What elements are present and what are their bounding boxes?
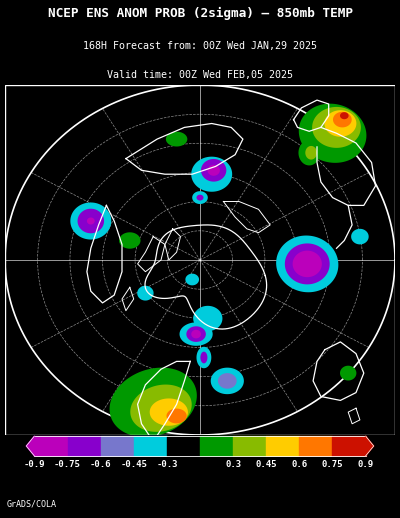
Bar (34, 436, 68, 456)
Text: -0.45: -0.45 (120, 461, 147, 469)
Polygon shape (192, 191, 208, 204)
Polygon shape (285, 243, 330, 284)
Text: 168H Forecast from: 00Z Wed JAN,29 2025: 168H Forecast from: 00Z Wed JAN,29 2025 (83, 41, 317, 51)
Polygon shape (366, 436, 374, 456)
Bar (101, 436, 134, 456)
Polygon shape (299, 104, 366, 163)
Polygon shape (211, 368, 244, 394)
Text: 0.9: 0.9 (358, 461, 374, 469)
Polygon shape (218, 373, 237, 388)
Polygon shape (110, 368, 197, 437)
Polygon shape (340, 112, 348, 119)
Text: Valid time: 00Z Wed FEB,05 2025: Valid time: 00Z Wed FEB,05 2025 (107, 70, 293, 80)
Polygon shape (70, 203, 111, 239)
Polygon shape (186, 326, 206, 342)
Bar (68, 436, 101, 456)
Polygon shape (193, 306, 222, 331)
Polygon shape (312, 107, 361, 148)
Bar (134, 436, 167, 456)
Bar (167, 436, 200, 456)
Polygon shape (208, 165, 220, 176)
Polygon shape (298, 140, 320, 165)
Text: 0.45: 0.45 (256, 461, 277, 469)
Polygon shape (166, 409, 187, 423)
Polygon shape (191, 156, 232, 192)
Bar (266, 436, 299, 456)
Polygon shape (150, 398, 188, 426)
Polygon shape (185, 274, 199, 285)
Polygon shape (293, 251, 322, 277)
Bar (200, 436, 233, 456)
Polygon shape (78, 209, 104, 233)
Polygon shape (324, 110, 356, 137)
Bar (332, 436, 366, 456)
Bar (233, 436, 266, 456)
Polygon shape (305, 146, 317, 160)
Bar (299, 436, 332, 456)
Polygon shape (196, 347, 211, 368)
Polygon shape (200, 352, 208, 363)
Text: 0.75: 0.75 (322, 461, 343, 469)
Text: 0.3: 0.3 (225, 461, 241, 469)
Text: NCEP ENS ANOM PROB (2sigma) – 850mb TEMP: NCEP ENS ANOM PROB (2sigma) – 850mb TEMP (48, 7, 352, 20)
Polygon shape (130, 384, 192, 432)
Polygon shape (26, 436, 34, 456)
Polygon shape (137, 286, 154, 300)
Polygon shape (201, 159, 226, 182)
Text: -0.9: -0.9 (24, 461, 45, 469)
Text: GrADS/COLA: GrADS/COLA (6, 499, 56, 508)
Polygon shape (191, 330, 201, 338)
Text: -0.3: -0.3 (156, 461, 178, 469)
Text: -0.6: -0.6 (90, 461, 111, 469)
Polygon shape (166, 132, 187, 147)
Polygon shape (196, 195, 204, 200)
Text: -0.75: -0.75 (54, 461, 81, 469)
Text: 0.6: 0.6 (291, 461, 308, 469)
Polygon shape (5, 85, 395, 435)
Polygon shape (180, 322, 213, 346)
Polygon shape (119, 232, 140, 249)
Polygon shape (333, 112, 352, 127)
Polygon shape (351, 229, 369, 244)
Polygon shape (87, 218, 95, 224)
Polygon shape (340, 366, 356, 381)
Polygon shape (276, 236, 338, 292)
